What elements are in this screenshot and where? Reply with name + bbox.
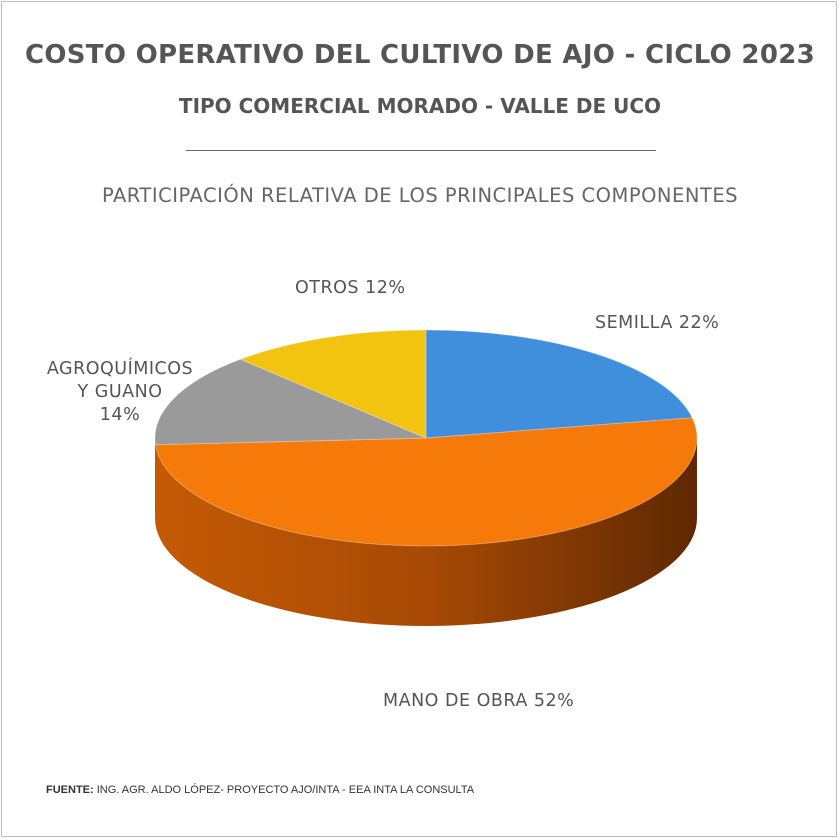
label-agroquimicos: AGROQUÍMICOS Y GUANO 14% [30, 358, 210, 427]
chart-heading: PARTICIPACIÓN RELATIVA DE LOS PRINCIPALE… [101, 184, 739, 207]
source-text: ING. AGR. ALDO LÓPEZ- PROYECTO AJO/INTA … [93, 784, 475, 796]
chart-subtitle: TIPO COMERCIAL MORADO - VALLE DE UCO [178, 94, 662, 118]
divider [186, 150, 656, 151]
label-semilla: SEMILLA 22% [595, 313, 720, 333]
pie-slice-otros [239, 329, 427, 439]
label-mano-de-obra: MANO DE OBRA 52% [383, 691, 575, 711]
pie-side-wall [155, 438, 697, 626]
label-otros: OTROS 12% [295, 278, 406, 298]
pie-slice-semilla [425, 329, 693, 439]
pie-slice-mano-de-obra [154, 417, 698, 547]
chart-title: COSTO OPERATIVO DEL CULTIVO DE AJO - CIC… [25, 40, 815, 70]
label-line: AGROQUÍMICOS [46, 359, 194, 379]
label-line: Y GUANO [77, 382, 163, 402]
source-label: FUENTE: [46, 784, 94, 796]
source-footer: FUENTE: ING. AGR. ALDO LÓPEZ- PROYECTO A… [46, 784, 474, 796]
label-line: 14% [99, 405, 141, 425]
pie-slice-agroqu-micos-y-guano [154, 358, 427, 446]
